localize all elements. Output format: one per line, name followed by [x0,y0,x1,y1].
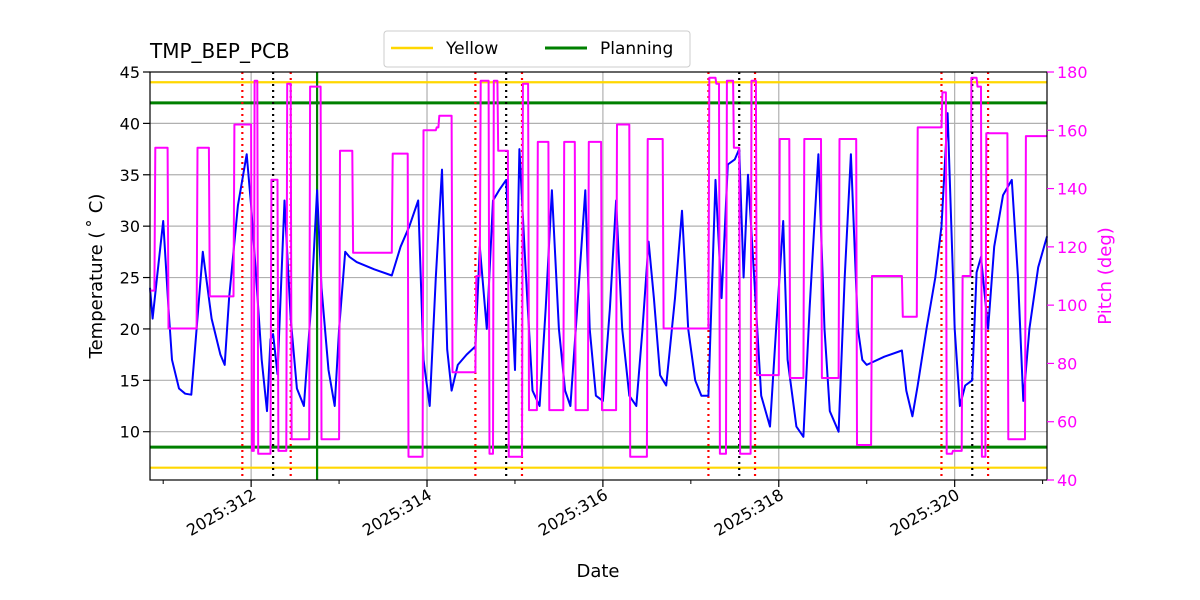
y2-tick-label: 60 [1057,413,1077,432]
series-line-pitch [150,76,1047,458]
y2-tick-label: 100 [1057,296,1088,315]
y-tick-label: 15 [120,371,140,390]
y-tick-label: 25 [120,269,140,288]
limit-lines [150,81,1047,469]
y-axis-right: 40 60 80 100 120 140 160 180 [1047,63,1088,490]
y2-tick-label: 140 [1057,180,1088,199]
chart-title: TMP_BEP_PCB [149,39,290,63]
y2-tick-label: 180 [1057,63,1088,82]
plot-frame [149,71,1048,481]
y-tick-label: 20 [120,320,140,339]
y-tick-label: 30 [120,217,140,236]
legend-label-yellow: Yellow [445,39,498,59]
plot-background [150,72,1047,480]
y-tick-label: 40 [120,114,140,133]
y-tick-label: 45 [120,63,140,82]
y-axis-label: Temperature ( ˚ C) [86,194,107,360]
y2-tick-label: 80 [1057,354,1077,373]
y2-tick-label: 120 [1057,238,1088,257]
x-axis-label: Date [576,561,619,582]
y-tick-label: 10 [120,423,140,442]
plot-area [149,71,1048,481]
y2-axis-label: Pitch (deg) [1095,227,1116,325]
y2-tick-label: 40 [1057,471,1077,490]
legend-box [383,30,691,68]
y-tick-label: 35 [120,166,140,185]
legend-label-planning: Planning [600,39,673,59]
legend: Yellow Planning [383,30,691,68]
series-lines [149,76,1048,458]
grid [150,72,1047,480]
y-axis-left: 10 15 20 25 30 35 40 45 [120,63,150,442]
y2-tick-label: 160 [1057,121,1088,140]
series-line-temperature [149,112,1048,438]
